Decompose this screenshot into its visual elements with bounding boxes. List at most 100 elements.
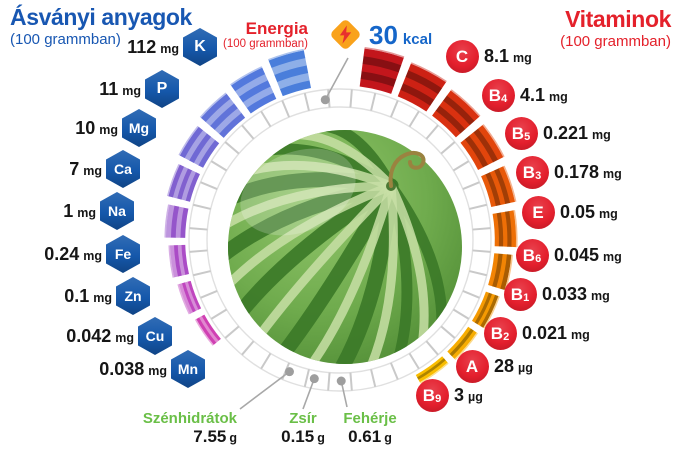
segment-B9 — [417, 358, 446, 380]
gauge-tick — [192, 270, 211, 277]
vitamin-unit: µg — [518, 361, 533, 375]
gauge-tick — [462, 289, 480, 299]
segment-B1 — [500, 254, 512, 291]
segment-Ca — [184, 129, 208, 161]
segment-highlight-Fe — [164, 204, 170, 238]
segment-highlight-Cu — [177, 284, 191, 315]
gauge-tick — [389, 100, 399, 118]
segment-B2 — [480, 294, 499, 328]
mineral-value: 0.1 — [64, 286, 90, 306]
mineral-value: 7 — [69, 159, 80, 179]
segment-Mg — [218, 112, 246, 138]
segment-B9 — [415, 356, 445, 378]
watermelon-stripe — [233, 178, 399, 320]
segment-Cu — [187, 280, 202, 310]
segment-Na — [176, 168, 192, 200]
gauge-tick — [469, 270, 488, 277]
vitamin-subscript: 1 — [523, 291, 530, 304]
vitamin-row-B1: 0.033 mg — [542, 282, 610, 308]
segment-B6 — [504, 211, 512, 247]
vitamin-value: 8.1 — [484, 46, 510, 66]
mineral-hex-badge-Cu: Cu — [138, 317, 172, 355]
vitamin-value: 4.1 — [520, 85, 546, 105]
vitamin-value: 0.021 — [522, 323, 568, 343]
gauge-tick — [370, 92, 377, 111]
mineral-hex-badge-Mn: Mn — [171, 350, 205, 388]
mineral-value: 0.24 — [44, 244, 80, 264]
segment-Mn — [196, 317, 217, 345]
segment-B9 — [418, 360, 448, 383]
minerals-subtitle: (100 grammban) — [10, 31, 121, 49]
segment-B6 — [492, 213, 500, 247]
segment-Ca — [198, 139, 220, 168]
segment-C — [362, 55, 402, 73]
watermelon-stripe — [243, 160, 396, 191]
segment-highlight-C — [364, 46, 405, 58]
segment-Mn — [198, 316, 219, 343]
mineral-row-Zn: 0.1 mg — [0, 284, 112, 310]
vitamin-badge-E: E — [521, 195, 555, 229]
segment-Fe — [165, 204, 175, 238]
vitamin-letter: A — [465, 356, 479, 376]
segment-highlight-P — [230, 66, 263, 86]
segment-highlight-A — [454, 332, 478, 361]
segment-Na — [181, 170, 196, 201]
segment-E — [498, 166, 516, 203]
segment-K — [268, 50, 306, 68]
gauge-tick — [260, 110, 272, 128]
gauge-tick — [440, 141, 456, 155]
vitamin-row-B5: 0.221 mg — [543, 121, 611, 147]
mineral-value: 11 — [99, 79, 119, 99]
gauge-tick — [425, 124, 439, 140]
segment-Zn — [169, 245, 179, 278]
gauge-tick — [224, 141, 240, 155]
gauge-tick — [462, 181, 480, 191]
segment-highlight-B4 — [410, 62, 447, 83]
segment-highlight-Na — [166, 163, 180, 197]
segment-B3 — [477, 124, 504, 160]
segment-C — [363, 48, 404, 66]
mineral-unit: mg — [99, 123, 118, 137]
vitamins-header: Vitaminok (100 grammban) — [560, 7, 671, 50]
watermelon-stripe — [255, 181, 396, 340]
mineral-value: 112 — [127, 37, 157, 57]
segment-Zn — [181, 244, 189, 275]
mineral-hex-badge-K: K — [183, 28, 217, 66]
segment-B6 — [496, 212, 504, 247]
segment-K — [271, 57, 307, 76]
vitamin-letter: C — [455, 46, 469, 66]
segment-B4 — [405, 70, 443, 95]
mineral-unit: mg — [160, 42, 179, 56]
energy-kcal-number: 30 — [369, 20, 398, 50]
segment-B4 — [402, 76, 439, 100]
segment-highlight-B5 — [450, 89, 481, 117]
mineral-unit: mg — [83, 164, 102, 178]
segment-B5 — [439, 100, 471, 130]
gauge-tick — [241, 124, 255, 140]
vitamin-unit: mg — [591, 289, 610, 303]
gauge-tick — [389, 362, 399, 380]
segment-B4 — [408, 63, 447, 89]
mineral-unit: mg — [83, 249, 102, 263]
segment-Mn — [201, 314, 221, 342]
segment-B4 — [400, 83, 435, 106]
gauge-inner-ring — [206, 106, 474, 374]
macro-label: Szénhidrátok — [142, 410, 237, 427]
watermelon-highlight — [240, 148, 356, 236]
vitamin-row-B3: 0.178 mg — [554, 160, 622, 186]
gauge-tick — [408, 352, 420, 370]
watermelon-stripe — [228, 181, 396, 290]
vitamins-subtitle: (100 grammban) — [560, 33, 671, 51]
gauge-tick — [189, 227, 208, 231]
gauge-tick — [224, 325, 240, 339]
gauge-tick — [408, 110, 420, 128]
connector-dot — [320, 95, 330, 105]
segment-C — [359, 78, 394, 94]
gauge-tick — [200, 289, 218, 299]
mineral-row-Mn: 0.038 mg — [17, 357, 167, 383]
mineral-value: 0.038 — [99, 359, 145, 379]
watermelon-stripe — [333, 178, 399, 364]
